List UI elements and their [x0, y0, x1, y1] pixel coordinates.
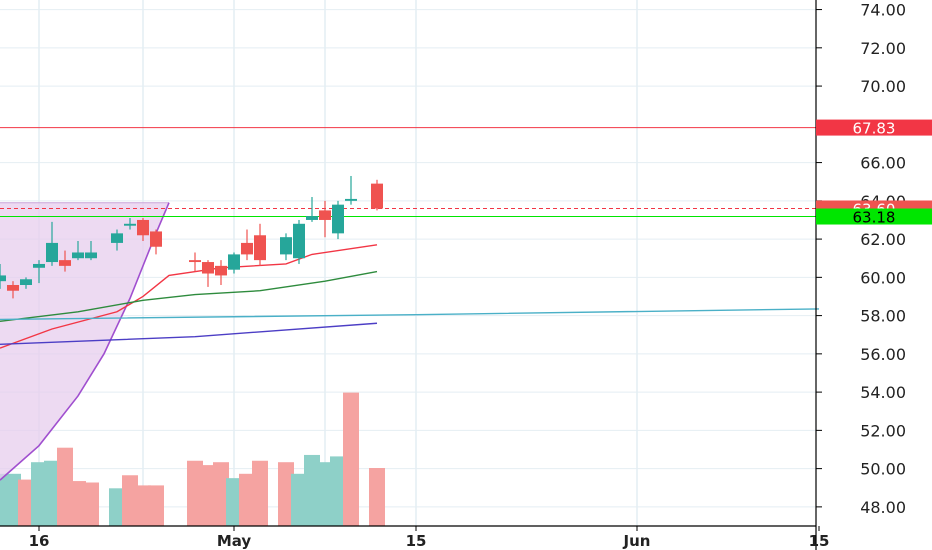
- candle-body: [72, 252, 84, 258]
- candle-body: [371, 184, 383, 209]
- y-tick-label: 56.00: [860, 345, 906, 364]
- x-tick-label: 15: [406, 532, 427, 550]
- candle-body: [306, 216, 318, 220]
- x-tick-label: 15: [809, 532, 830, 550]
- y-tick-label: 70.00: [860, 77, 906, 96]
- volume-bar: [252, 461, 268, 526]
- x-tick-label: Jun: [623, 532, 651, 550]
- y-tick-label: 72.00: [860, 39, 906, 58]
- x-tick-label: May: [217, 532, 252, 550]
- y-tick-label: 48.00: [860, 498, 906, 517]
- y-tick-label: 62.00: [860, 230, 906, 249]
- candle-body: [7, 285, 19, 291]
- candle-body: [241, 243, 253, 254]
- candle-body: [254, 235, 266, 260]
- candle-body: [215, 266, 227, 276]
- candle-body: [150, 231, 162, 246]
- volume-bar: [83, 483, 99, 527]
- y-tick-label: 54.00: [860, 383, 906, 402]
- candle-body: [0, 275, 6, 281]
- price-tag-label: 67.83: [853, 120, 896, 138]
- y-tick-label: 74.00: [860, 1, 906, 20]
- volume-bar: [343, 393, 359, 526]
- candle-body: [59, 260, 71, 266]
- candle-body: [293, 224, 305, 258]
- candle-body: [202, 262, 214, 273]
- y-tick-label: 52.00: [860, 421, 906, 440]
- y-tick-label: 50.00: [860, 460, 906, 479]
- y-tick-label: 58.00: [860, 307, 906, 326]
- candle-body: [33, 264, 45, 268]
- candle-body: [85, 252, 97, 258]
- candle-body: [137, 220, 149, 235]
- candle-body: [189, 260, 201, 262]
- candle-body: [345, 199, 357, 201]
- candle-body: [332, 205, 344, 234]
- candle-body: [20, 279, 32, 285]
- x-tick-label: 16: [29, 532, 50, 550]
- y-tick-label: 60.00: [860, 268, 906, 287]
- candle-body: [280, 237, 292, 254]
- candle-body: [228, 254, 240, 269]
- candle-body: [124, 224, 136, 226]
- candle-body: [46, 243, 58, 262]
- candle-body: [111, 233, 123, 243]
- candle-body: [319, 210, 331, 220]
- y-tick-label: 66.00: [860, 154, 906, 173]
- price-tag-label: 63.18: [853, 209, 896, 227]
- volume-bar: [369, 468, 385, 526]
- volume-bar: [148, 485, 164, 526]
